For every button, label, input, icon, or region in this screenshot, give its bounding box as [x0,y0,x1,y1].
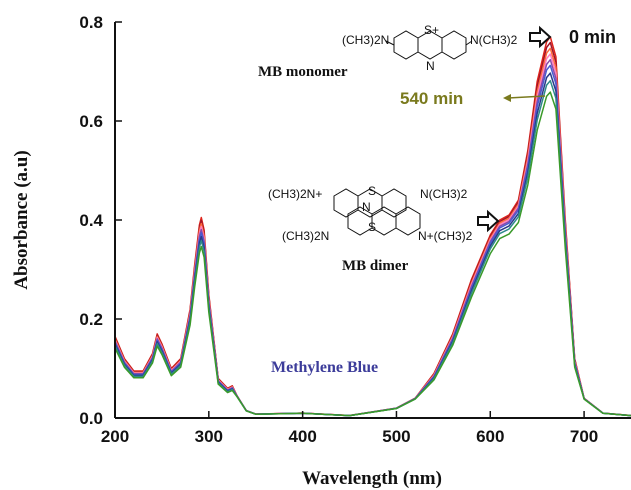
x-tick-label: 200 [101,427,129,446]
dimer-bottom-right-group: N+(CH3)2 [418,229,473,243]
mb-monomer-label: MB monomer [258,64,348,80]
y-tick-label: 0.4 [79,211,103,230]
spectrum-line-8 [114,91,631,417]
arrow-left-icon-540min [503,94,546,102]
x-tick-label: 400 [288,427,316,446]
y-tick-label: 0.2 [79,310,103,329]
monomer-right-group: N(CH3)2 [470,33,518,47]
dimer-ring-1 [333,188,359,218]
y-tick-label: 0.6 [79,112,103,131]
dimer-ring-3 [381,188,407,218]
monomer-nitrogen: N [426,59,435,73]
dimer-top-right-group: N(CH3)2 [420,187,468,201]
x-tick-label: 500 [382,427,410,446]
dimer-ring-6 [395,206,421,236]
time-end-label: 540 min [400,89,463,108]
monomer-ring-right [441,30,467,60]
dye-name-label: Methylene Blue [271,359,378,376]
mb-monomer-structure: (CH3)2N N(CH3)2 S+ N [342,23,518,73]
y-axis-title: Absorbance (a.u) [11,150,32,289]
dimer-bottom-left-group: (CH3)2N [282,229,329,243]
ticks: 200 300 400 500 600 700 0.0 0.2 0.4 0.6 0.8 [79,13,598,446]
mb-dimer-label: MB dimer [342,258,409,274]
x-tick-label: 300 [195,427,223,446]
mb-dimer-structure: (CH3)2N+ N(CH3)2 (CH3)2N N+(CH3)2 S N S [268,184,473,243]
x-tick-label: 700 [570,427,598,446]
monomer-left-group: (CH3)2N [342,33,389,47]
monomer-bond-left [385,40,395,46]
monomer-bond-right [465,40,473,46]
y-tick-label: 0.8 [79,13,103,32]
y-tick-label: 0.0 [79,409,103,428]
dimer-sulfur-top: S [368,184,376,198]
dimer-top-left-group: (CH3)2N+ [268,187,322,201]
arrow-right-icon-0min [529,25,552,49]
dimer-nitrogen: N [362,200,371,214]
time-start-label: 0 min [569,27,616,47]
x-axis-title: Wavelength (nm) [302,468,442,489]
x-tick-label: 600 [476,427,504,446]
arrow-right-icon-dimer [477,209,500,233]
spectra-series-group [114,36,631,417]
monomer-ring-left [393,30,419,60]
